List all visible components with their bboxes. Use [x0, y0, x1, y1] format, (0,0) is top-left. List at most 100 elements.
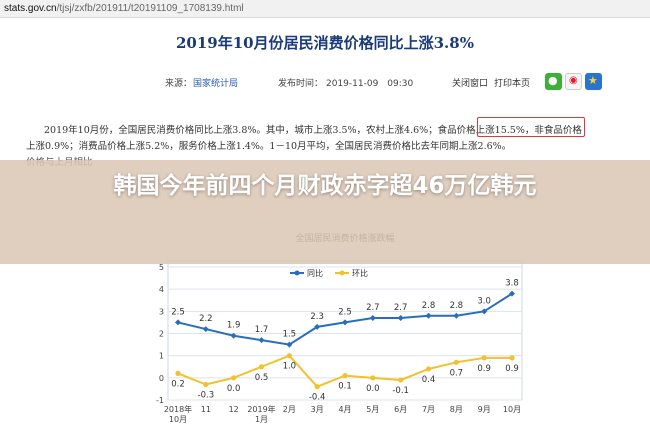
x-tick-label: 12	[229, 405, 239, 414]
data-point	[453, 359, 459, 365]
article-paragraph-1: 2019年10月份，全国居民消费价格同比上涨3.8%。其中，城市上涨3.5%，农…	[44, 122, 582, 136]
data-point	[425, 366, 432, 372]
x-tick-label: 9月	[478, 405, 491, 414]
y-tick-label: 0	[159, 374, 164, 383]
weibo-icon[interactable]	[565, 73, 582, 90]
data-point	[286, 341, 293, 348]
article-meta: 来源： 国家统计局 发布时间： 2019-11-09 09:30 关闭窗口 打印…	[0, 73, 650, 91]
url-host: stats.gov.cn	[4, 3, 57, 14]
data-label: 0.0	[227, 384, 241, 394]
highlighted-text: 食品价格上涨15.5%，	[437, 125, 535, 136]
data-point	[202, 326, 209, 333]
data-point	[258, 337, 265, 344]
data-label: 0.4	[422, 375, 436, 385]
paragraph-text: 2019年10月份，全国居民消费价格同比上涨3.8%。其中，城市上涨3.5%，农…	[44, 125, 438, 136]
data-label: 0.0	[366, 384, 380, 394]
data-label: 0.9	[505, 364, 519, 374]
data-point	[509, 290, 515, 297]
wechat-icon[interactable]	[545, 73, 562, 90]
data-point	[481, 355, 487, 361]
legend-marker	[339, 270, 345, 276]
data-point	[453, 312, 460, 319]
publish-time-label: 发布时间：	[278, 79, 324, 89]
data-point	[230, 332, 237, 339]
data-label: 2.7	[394, 303, 408, 313]
headline-text: 韩国今年前四个月财政赤字超46万亿韩元	[113, 173, 537, 199]
data-point	[342, 373, 348, 379]
data-point	[314, 323, 321, 330]
data-point	[231, 375, 237, 381]
x-tick-label: 7月	[422, 405, 435, 414]
x-tick-label: 6月	[394, 405, 407, 414]
data-label: 2.3	[310, 312, 324, 322]
data-label: 1.0	[283, 362, 297, 372]
favorite-star-icon[interactable]	[585, 73, 602, 90]
data-point	[314, 384, 320, 390]
y-tick-label: 5	[159, 263, 164, 272]
x-tick-label: 1月	[255, 415, 268, 424]
close-window-button[interactable]: 关闭窗口	[452, 79, 489, 89]
source-link[interactable]: 国家统计局	[193, 79, 239, 89]
article-title: 2019年10月份居民消费价格同比上涨3.8%	[176, 34, 474, 52]
x-tick-label: 2019年	[247, 404, 275, 414]
x-tick-label: 2月	[283, 405, 296, 414]
data-label: 1.5	[283, 330, 297, 340]
x-tick-label: 8月	[450, 405, 463, 414]
data-point	[369, 314, 376, 321]
data-label: 2.5	[171, 307, 185, 317]
data-point	[258, 364, 265, 370]
plot-area	[167, 260, 523, 401]
data-label: 0.2	[171, 379, 185, 389]
print-page-button[interactable]: 打印本页	[494, 79, 531, 89]
data-point	[370, 375, 376, 381]
data-label: 0.5	[255, 373, 269, 383]
data-label: 2.5	[338, 307, 352, 317]
x-tick-label: 11	[201, 405, 211, 414]
x-tick-label: 5月	[366, 405, 379, 414]
x-tick-label: 2018年	[164, 404, 192, 414]
data-point	[175, 319, 181, 326]
browser-url-bar[interactable]: stats.gov.cn/tjsj/zxfb/201911/t20191109_…	[0, 0, 650, 18]
data-point	[203, 381, 209, 388]
data-label: 3.0	[477, 296, 491, 306]
y-tick-label: -1	[156, 396, 164, 405]
data-label: 1.7	[255, 325, 269, 335]
data-point	[509, 355, 515, 361]
data-label: 1.9	[227, 321, 241, 331]
paragraph-text-tail: 非食品价格	[534, 125, 582, 136]
x-tick-label: 3月	[311, 405, 324, 414]
y-tick-label: 4	[159, 285, 164, 294]
data-label: 3.8	[505, 279, 519, 289]
data-label: 2.8	[450, 301, 464, 311]
data-label: -0.4	[309, 393, 326, 403]
x-tick-label: 10月	[169, 415, 187, 424]
url-text[interactable]: stats.gov.cn/tjsj/zxfb/201911/t20191109_…	[4, 3, 244, 14]
data-label: 0.7	[450, 368, 464, 378]
data-label: 2.2	[199, 314, 213, 324]
publish-time: 2019-11-09 09:30	[326, 79, 414, 89]
data-point	[286, 353, 292, 359]
data-label: 2.7	[366, 303, 380, 313]
legend-label: 同比	[307, 268, 323, 278]
headline-overlay: 韩国今年前四个月财政赤字超46万亿韩元	[0, 160, 650, 264]
legend-label: 环比	[352, 268, 368, 278]
data-point	[175, 370, 181, 376]
data-point	[425, 312, 432, 319]
data-label: -0.3	[198, 390, 215, 400]
y-tick-label: 3	[159, 307, 164, 316]
y-tick-label: 2	[159, 330, 164, 339]
legend-marker	[294, 270, 300, 276]
data-point	[397, 314, 404, 321]
highlight-box	[477, 117, 585, 137]
data-point	[342, 319, 348, 326]
source-label: 来源：	[165, 79, 193, 89]
url-path: /tjsj/zxfb/201911/t20191109_1708139.html	[56, 3, 244, 14]
article-paragraph-2: 上涨0.9%；消费品价格上涨5.2%，服务价格上涨1.4%。1－10月平均，全国…	[26, 141, 512, 152]
data-label: 2.8	[422, 301, 436, 311]
data-point	[398, 377, 404, 383]
data-label: 0.9	[477, 364, 491, 374]
data-point	[481, 308, 488, 315]
x-tick-label: 4月	[338, 405, 351, 414]
data-label: -0.1	[392, 386, 409, 396]
